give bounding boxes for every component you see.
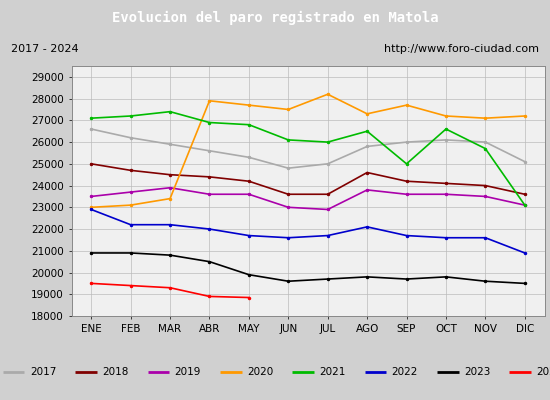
Text: Evolucion del paro registrado en Matola: Evolucion del paro registrado en Matola [112, 11, 438, 25]
Text: 2023: 2023 [464, 367, 491, 377]
Text: 2021: 2021 [319, 367, 345, 377]
Text: 2017 - 2024: 2017 - 2024 [11, 44, 79, 54]
Text: 2020: 2020 [247, 367, 273, 377]
Text: 2018: 2018 [102, 367, 129, 377]
Text: 2019: 2019 [174, 367, 201, 377]
Text: 2022: 2022 [392, 367, 418, 377]
Text: 2024: 2024 [536, 367, 550, 377]
Text: 2017: 2017 [30, 367, 56, 377]
Text: http://www.foro-ciudad.com: http://www.foro-ciudad.com [384, 44, 539, 54]
